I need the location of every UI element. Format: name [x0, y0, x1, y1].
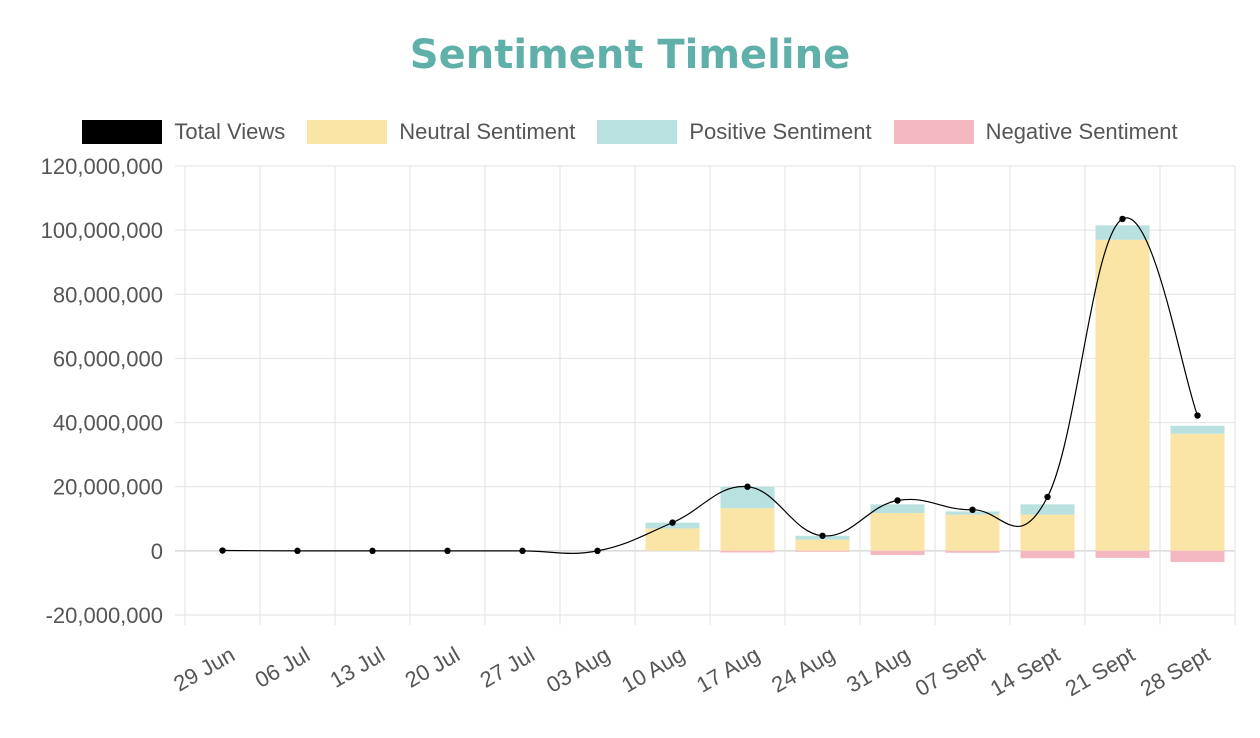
bar-positive-sentiment [1020, 504, 1075, 515]
total-views-point [219, 547, 226, 554]
bar-neutral-sentiment [720, 508, 775, 551]
legend-item-negative-sentiment[interactable]: Negative Sentiment [893, 119, 1178, 145]
bar-positive-sentiment [945, 511, 1000, 515]
total-views-point [519, 547, 526, 555]
x-tick-label: 20 Jul [401, 642, 464, 693]
bar-neutral-sentiment [870, 513, 925, 551]
bar-negative-sentiment [945, 550, 1000, 553]
legend-item-positive-sentiment[interactable]: Positive Sentiment [597, 119, 872, 145]
total-views-point [819, 532, 826, 539]
chart-title: Sentiment Timeline [409, 32, 851, 78]
bar-negative-sentiment [720, 550, 775, 553]
legend-label-positive-sentiment: Positive Sentiment [689, 119, 872, 144]
total-views-point [294, 547, 301, 555]
bar-neutral-sentiment [795, 539, 850, 551]
bar-positive-sentiment [870, 504, 925, 514]
x-tick-label: 14 Sept [986, 642, 1064, 702]
total-views-point [1119, 215, 1126, 223]
legend-label-total-views: Total Views [174, 119, 286, 144]
total-views-point [369, 547, 376, 555]
total-views-point [444, 547, 451, 555]
total-views-point [1044, 493, 1051, 501]
x-tick-label: 13 Jul [326, 642, 389, 693]
legend-item-total-views[interactable]: Total Views [82, 119, 285, 145]
total-views-point [594, 547, 601, 555]
total-views-point [969, 506, 976, 514]
legend-swatch-negative-sentiment [893, 120, 974, 144]
total-views-point [1194, 412, 1201, 419]
y-tick-label: -20,000,000 [46, 603, 163, 628]
y-tick-label: 120,000,000 [41, 154, 163, 179]
x-tick-label: 10 Aug [617, 642, 689, 698]
x-tick-label: 17 Aug [692, 642, 764, 698]
chart-grid [175, 165, 1236, 625]
x-tick-label: 21 Sept [1061, 642, 1139, 702]
legend-swatch-neutral-sentiment [307, 120, 388, 144]
bar-positive-sentiment [720, 486, 775, 509]
y-axis: -20,000,000 0 20,000,000 40,000,000 60,000,0… [41, 154, 163, 628]
y-tick-label: 0 [151, 539, 163, 564]
bar-neutral-sentiment [1095, 239, 1150, 551]
total-views-point [744, 483, 751, 490]
bar-neutral-sentiment [645, 528, 700, 551]
total-views-point [894, 497, 901, 504]
y-tick-label: 80,000,000 [53, 282, 163, 307]
y-tick-label: 60,000,000 [53, 346, 163, 371]
x-tick-label: 03 Aug [542, 642, 614, 698]
legend-item-neutral-sentiment[interactable]: Neutral Sentiment [307, 119, 575, 145]
y-tick-label: 100,000,000 [41, 218, 163, 243]
chart-legend: Total Views Neutral Sentiment Positive S… [0, 119, 1260, 145]
legend-label-negative-sentiment: Negative Sentiment [985, 119, 1178, 144]
x-tick-label: 24 Aug [767, 642, 839, 698]
legend-label-neutral-sentiment: Neutral Sentiment [399, 119, 576, 144]
bar-negative-sentiment [1095, 550, 1150, 558]
total-views-line [222, 217, 1199, 554]
x-axis: 29 Jun 06 Jul 13 Jul 20 Jul 27 Jul 03 Aug 10 A… [169, 642, 1214, 702]
x-tick-label: 31 Aug [842, 642, 914, 698]
x-tick-label: 07 Sept [911, 642, 989, 702]
bar-neutral-sentiment [1170, 433, 1225, 551]
bar-negative-sentiment [870, 550, 925, 556]
bar-positive-sentiment [1095, 225, 1150, 240]
chart-line [219, 215, 1201, 555]
x-tick-label: 29 Jun [169, 642, 239, 697]
legend-swatch-positive-sentiment [597, 120, 678, 144]
legend-swatch-total-views [82, 120, 163, 144]
bar-negative-sentiment [1170, 550, 1225, 563]
x-tick-label: 06 Jul [251, 642, 314, 693]
bar-negative-sentiment [1020, 550, 1075, 559]
y-tick-label: 20,000,000 [53, 475, 163, 500]
bar-neutral-sentiment [945, 514, 1000, 551]
x-tick-label: 27 Jul [476, 642, 539, 693]
bar-neutral-sentiment [1020, 514, 1075, 551]
y-tick-label: 40,000,000 [53, 411, 163, 436]
bar-positive-sentiment [1170, 425, 1225, 434]
x-tick-label: 28 Sept [1136, 642, 1214, 702]
bar-negative-sentiment [795, 550, 850, 552]
total-views-point [669, 519, 676, 526]
